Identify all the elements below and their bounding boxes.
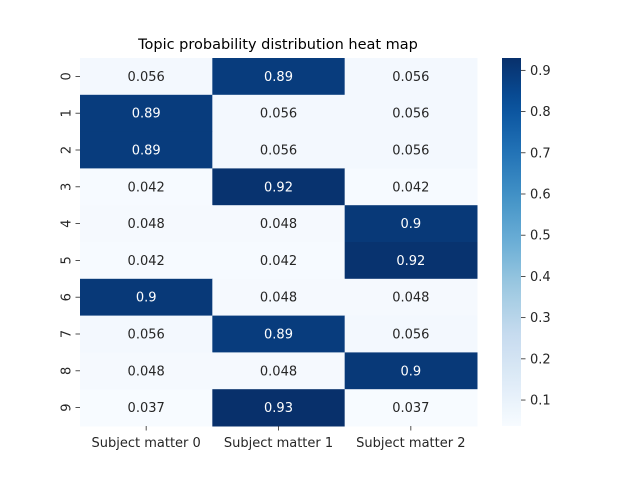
cell-label-r6-c1: 0.048 [260,291,297,306]
cell-label-r6-c0: 0.9 [136,291,157,306]
cell-label-r3-c2: 0.042 [392,180,429,195]
heatmap-cell-r2-c0 [80,131,213,169]
heatmap-cell-r1-c1 [212,94,346,133]
colorbar-tick-label-5: 0.6 [530,187,551,202]
y-axis: 0 1 2 3 4 5 6 7 8 9 [60,72,80,412]
cell-label-r1-c1: 0.056 [260,107,297,122]
x-tick-label-1: Subject matter 1 [224,436,333,451]
heatmap-cell-r2-c2 [344,131,478,169]
heatmap-cell-r8-c1 [212,352,346,390]
cell-label-r7-c1: 0.89 [264,328,293,343]
cell-label-r0-c1: 0.89 [264,70,293,85]
cell-label-r2-c1: 0.056 [260,144,297,159]
cell-label-r6-c2: 0.048 [392,291,429,306]
colorbar-tick-label-4: 0.5 [530,229,551,244]
y-tick-label-2: 2 [60,146,75,154]
colorbar: 0.1 0.2 0.3 0.4 0.5 0.6 0.7 0.8 0.9 [502,58,551,426]
colorbar-tick-label-7: 0.8 [530,105,551,120]
heatmap-cell-r4-c2 [344,205,478,243]
colorbar-tick-label-8: 0.9 [530,64,551,79]
colorbar-tick-label-3: 0.4 [530,270,551,285]
y-tick-label-0: 0 [60,72,75,80]
heatmap-cell-r7-c0 [80,315,213,353]
heatmap-cell-r5-c0 [80,242,213,280]
cell-label-r8-c2: 0.9 [400,364,421,379]
heatmap-cell-r2-c1 [212,131,346,169]
heatmap-cell-r6-c1 [212,278,346,317]
heatmap-cell-r0-c0 [80,58,213,96]
cell-label-r7-c0: 0.056 [128,328,165,343]
cell-label-r1-c2: 0.056 [392,107,429,122]
y-tick-label-5: 5 [60,256,75,264]
heatmap-cell-r0-c2 [344,58,478,96]
heatmap-cell-r8-c0 [80,352,213,390]
heatmap-cell-r9-c2 [344,389,478,427]
colorbar-tick-label-1: 0.2 [530,352,551,367]
cell-label-r8-c1: 0.048 [260,364,297,379]
heatmap-cell-r1-c2 [344,94,478,133]
y-tick-label-4: 4 [60,219,75,227]
cell-label-r2-c2: 0.056 [392,144,429,159]
chart-title: Topic probability distribution heat map [137,37,418,53]
y-tick-label-8: 8 [60,367,75,375]
colorbar-gradient [502,58,521,426]
colorbar-tick-label-0: 0.1 [530,394,551,409]
cell-label-r9-c2: 0.037 [392,401,429,416]
y-tick-label-1: 1 [60,109,75,117]
heatmap-cell-r4-c0 [80,205,213,243]
heatmap-cells: 0.056 0.89 0.056 0.89 0.056 0.056 0.89 0.056 0.0… [80,58,478,427]
cell-label-r5-c0: 0.042 [128,254,165,269]
cell-label-r1-c0: 0.89 [132,107,161,122]
cell-label-r9-c1: 0.93 [264,401,293,416]
y-tick-label-3: 3 [60,183,75,191]
y-tick-label-6: 6 [60,293,75,301]
heatmap-cell-r5-c2 [344,242,478,280]
heatmap-cell-r4-c1 [212,205,346,243]
cell-label-r5-c2: 0.92 [396,254,425,269]
x-axis: Subject matter 0 Subject matter 1 Subject … [92,426,465,451]
heatmap-cell-r3-c0 [80,168,213,206]
heatmap-cell-r9-c1 [212,389,346,427]
x-tick-label-0: Subject matter 0 [92,436,201,451]
heatmap-cell-r3-c1 [212,168,346,206]
heatmap-cell-r6-c2 [344,278,478,317]
x-tick-label-2: Subject matter 2 [356,436,465,451]
y-tick-label-9: 9 [60,403,75,411]
cell-label-r3-c0: 0.042 [128,180,165,195]
heatmap-cell-r7-c2 [344,315,478,353]
cell-label-r4-c0: 0.048 [128,217,165,232]
heatmap-cell-r9-c0 [80,389,213,427]
colorbar-tick-label-6: 0.7 [530,146,551,161]
cell-label-r9-c0: 0.037 [128,401,165,416]
cell-label-r7-c2: 0.056 [392,328,429,343]
heatmap-cell-r8-c2 [344,352,478,390]
cell-label-r4-c1: 0.048 [260,217,297,232]
heatmap-cell-r6-c0 [80,278,213,317]
cell-label-r8-c0: 0.048 [128,364,165,379]
heatmap-cell-r3-c2 [344,168,478,206]
cell-label-r0-c0: 0.056 [128,70,165,85]
colorbar-tick-label-2: 0.3 [530,311,551,326]
cell-label-r0-c2: 0.056 [392,70,429,85]
heatmap-cell-r0-c1 [212,58,346,96]
cell-label-r4-c2: 0.9 [400,217,421,232]
cell-label-r3-c1: 0.92 [264,180,293,195]
cell-label-r2-c0: 0.89 [132,144,161,159]
heatmap-cell-r5-c1 [212,242,346,280]
y-tick-label-7: 7 [60,330,75,338]
heatmap-cell-r7-c1 [212,315,346,353]
cell-label-r5-c1: 0.042 [260,254,297,269]
heatmap-cell-r1-c0 [80,94,213,133]
